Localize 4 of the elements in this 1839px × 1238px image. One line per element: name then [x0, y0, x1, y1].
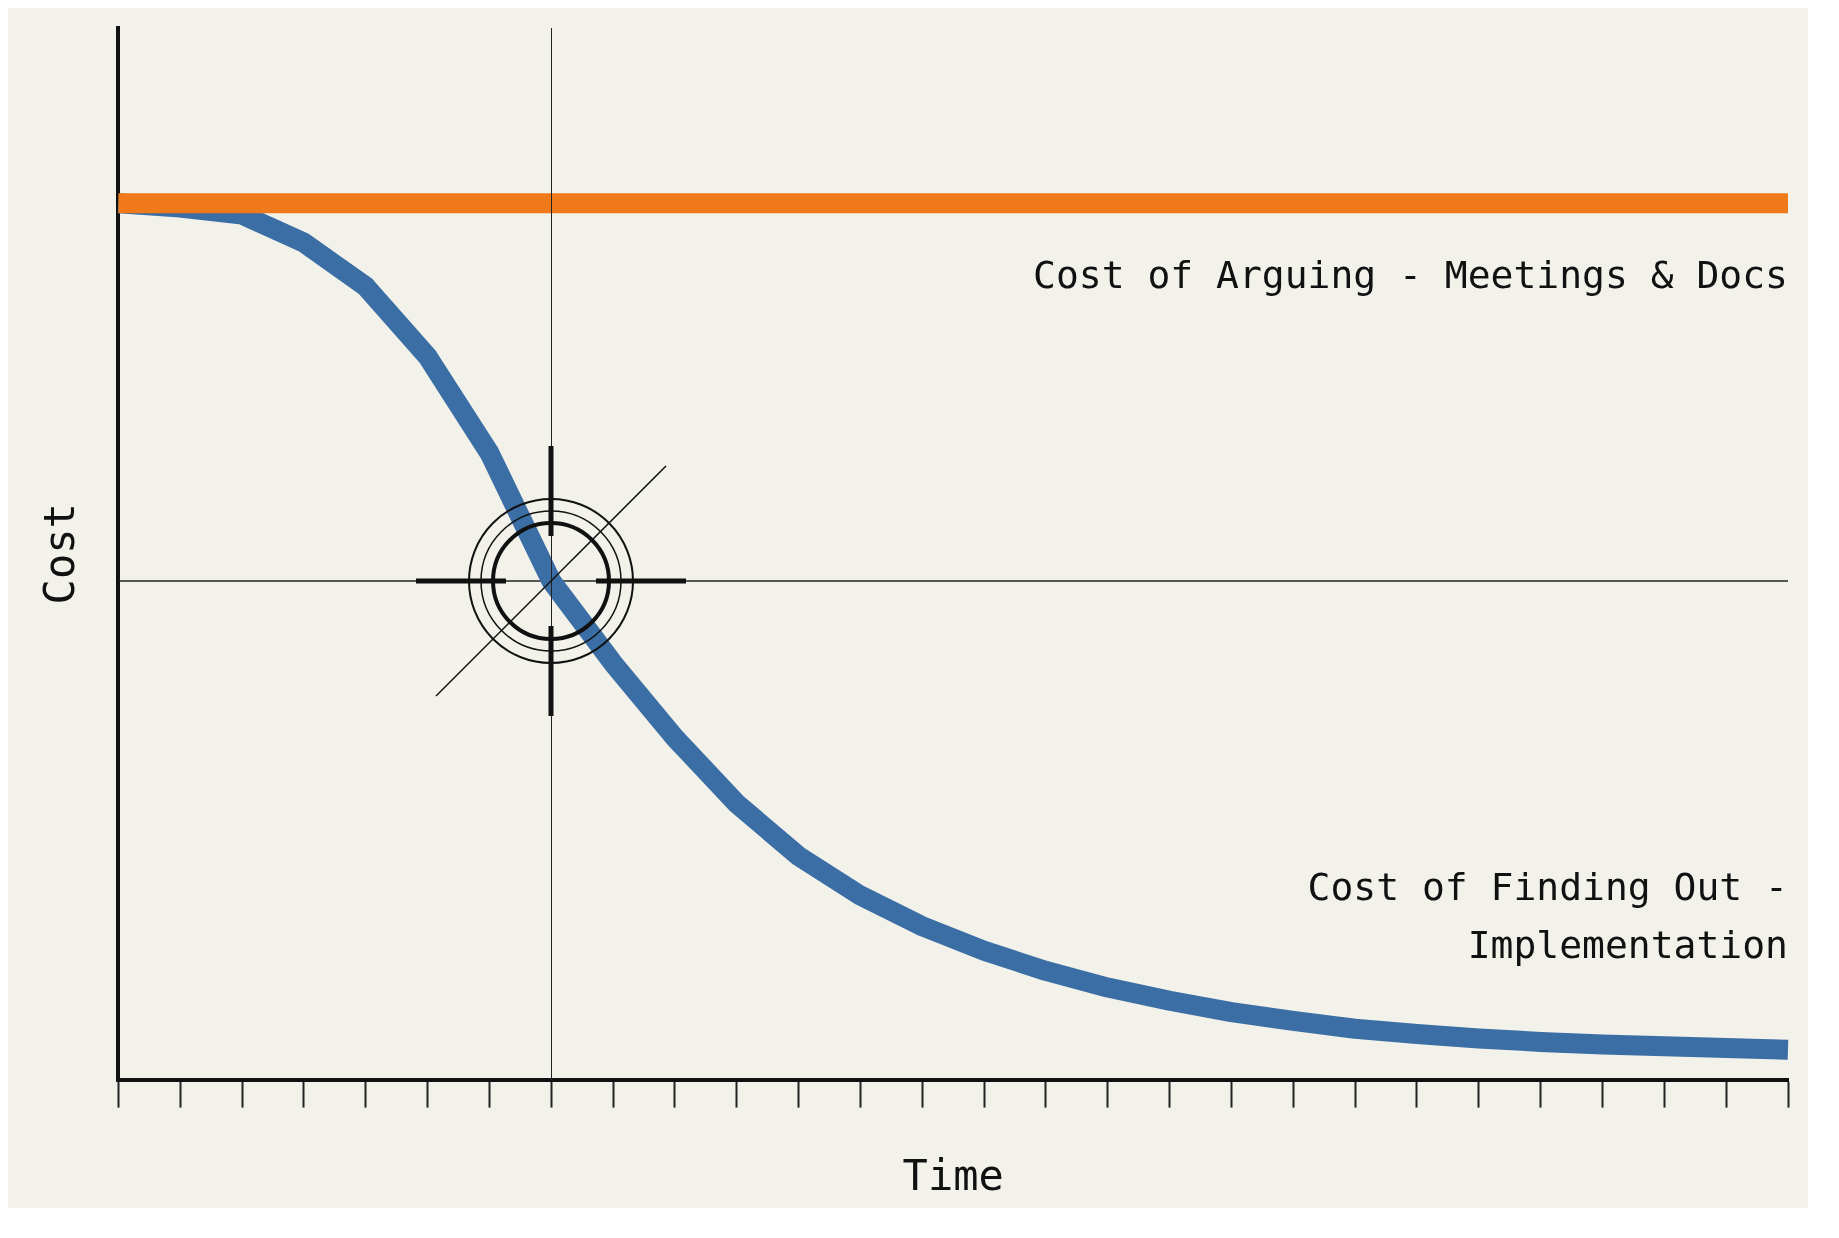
series-label: Cost of Finding Out - Implementation [1307, 864, 1788, 967]
series-label: Cost of Arguing - Meetings & Docs [1033, 253, 1788, 298]
y-axis-title: Cost [35, 503, 85, 605]
x-axis-title: Time [902, 1150, 1004, 1200]
